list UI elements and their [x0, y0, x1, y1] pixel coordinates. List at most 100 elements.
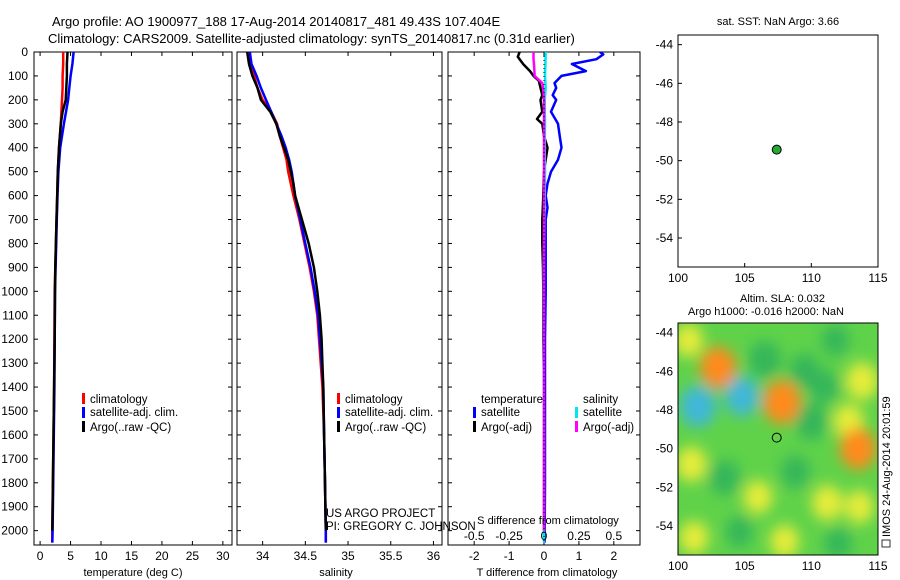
top-tick-label: 0.5 — [605, 529, 622, 543]
map-x-tick-label: 100 — [668, 271, 688, 285]
legend-swatch-climatology — [82, 393, 85, 404]
sla-anomaly — [679, 385, 717, 427]
sla-anomaly — [748, 340, 781, 379]
depth-tick-label: 1600 — [1, 428, 28, 442]
legend-swatch-climatology — [337, 393, 340, 404]
temperature-chart: 0 5 10 15 20 25 30 — [37, 52, 230, 563]
salinity-legend: climatology satellite-adj. clim. Argo(..… — [337, 393, 433, 434]
depth-tick-label: 1700 — [1, 452, 28, 466]
series-line-temperature-satellite — [543, 52, 605, 543]
sla-anomaly — [844, 489, 874, 524]
sla-map-subtitle: Argo h1000: -0.016 h2000: NaN — [688, 306, 844, 318]
legend-label-temp-satellite: satellite — [481, 407, 520, 419]
map-x-tick-label: 115 — [868, 559, 887, 573]
map-x-tick-label: 115 — [868, 271, 887, 285]
series-group — [245, 52, 328, 543]
legend-heading-temperature: temperature — [481, 394, 543, 406]
sla-field — [678, 323, 878, 555]
depth-tick-label: 600 — [8, 189, 28, 203]
sla-anomaly — [780, 455, 810, 489]
temperature-xlabel: temperature (deg C) — [83, 567, 182, 579]
series-group — [516, 52, 605, 543]
sla-anomaly — [763, 380, 801, 425]
depth-axis: 0 100 200 300 400 500 600 700 800 900 1000 1100 1200… — [1, 45, 640, 538]
legend-label-sal-argo: Argo(-adj) — [583, 422, 634, 434]
sla-anomaly — [795, 402, 828, 441]
temperature-panel-frame — [33, 51, 233, 546]
figure-subtitle: Climatology: CARS2009. Satellite-adjuste… — [48, 31, 575, 46]
depth-tick-label: 1000 — [1, 284, 28, 298]
legend-label-satellite: satellite-adj. clim. — [345, 407, 433, 419]
x-tick-label: 5 — [67, 549, 74, 563]
sla-anomaly — [821, 324, 849, 357]
map-y-tick-label: -50 — [656, 442, 674, 456]
depth-tick-label: 400 — [8, 141, 28, 155]
legend-swatch-temp-argo — [473, 421, 476, 432]
map-y-tick-label: -54 — [656, 519, 674, 533]
sla-anomaly — [770, 524, 800, 555]
depth-tick-label: 1500 — [1, 404, 28, 418]
sla-anomaly — [699, 346, 737, 389]
legend-heading-salinity: salinity — [583, 394, 618, 406]
depth-tick-label: 500 — [8, 165, 28, 179]
depth-tick-label: 0 — [21, 45, 28, 59]
depth-tick-label: 1100 — [2, 308, 28, 322]
depth-tick-label: 900 — [8, 260, 28, 274]
figure-title: Argo profile: AO 1900977_188 17-Aug-2014… — [52, 14, 500, 29]
depth-tick-label: 1900 — [1, 500, 28, 514]
sla-map-title: Altim. SLA: 0.032 — [740, 293, 825, 305]
top-tick-label: -0.25 — [495, 529, 523, 543]
sla-anomaly — [725, 516, 753, 548]
legend-swatch-argo — [82, 421, 85, 432]
map-y-tick-label: -48 — [656, 403, 674, 417]
x-tick-label: 30 — [216, 549, 230, 563]
sla-anomalies — [678, 323, 878, 555]
difference-xlabel: T difference from climatology — [477, 567, 618, 579]
series-line-salinity-argo-adj- — [532, 52, 546, 531]
x-tick-label: 35 — [341, 549, 355, 563]
sst-map-title: sat. SST: NaN Argo: 3.66 — [717, 16, 839, 28]
map-x-tick-label: 110 — [802, 559, 821, 573]
depth-tick-label: 700 — [8, 213, 28, 227]
x-tick-label: 36 — [427, 549, 441, 563]
map-y-tick-label: -46 — [656, 76, 674, 90]
map-x-tick-label: 105 — [735, 271, 755, 285]
x-tick-label: -2 — [469, 549, 480, 563]
depth-tick-label: 100 — [8, 69, 28, 83]
depth-tick-label: 200 — [8, 93, 28, 107]
series-line-argo-raw-qc- — [51, 52, 69, 531]
x-tick-label: 25 — [186, 549, 200, 563]
x-tick-label: 34.5 — [294, 549, 318, 563]
legend-swatch-argo — [337, 421, 340, 432]
top-tick-label: 0.25 — [567, 529, 591, 543]
sla-map: 100 105 110 115 -44 -46 -48 -50 -52 -54 — [656, 323, 888, 573]
sla-anomaly — [679, 520, 709, 555]
temperature-legend: climatology satellite-adj. clim. Argo(..… — [82, 393, 178, 434]
legend-label-satellite: satellite-adj. clim. — [90, 407, 178, 419]
map-y-tick-label: -46 — [656, 364, 674, 378]
timestamp-text: IMOS 24-Aug-2014 20:01:59 — [881, 396, 893, 537]
difference-xlabel-top: S difference from climatology — [477, 515, 619, 527]
legend-label-argo: Argo(..raw -QC) — [90, 422, 171, 434]
depth-tick-label: 1200 — [1, 332, 28, 346]
map-x-tick-label: 110 — [802, 271, 821, 285]
x-tick-label: -1 — [504, 549, 515, 563]
legend-label-climatology: climatology — [345, 394, 403, 406]
salinity-panel-frame — [236, 51, 443, 546]
sla-anomaly — [824, 527, 852, 555]
top-tick-label: -0.5 — [464, 529, 485, 543]
legend-swatch-sal-argo — [575, 421, 578, 432]
sla-anomaly — [810, 370, 840, 404]
series-group — [51, 52, 75, 543]
credit-pi: PI: GREGORY C. JOHNSON — [326, 521, 476, 533]
map-y-tick-label: -52 — [656, 192, 674, 206]
x-tick-label: 20 — [155, 549, 169, 563]
legend-swatch-satellite — [337, 407, 340, 418]
sla-anomaly — [678, 323, 704, 358]
argo-float-marker — [771, 432, 782, 443]
map-y-tick-label: -44 — [656, 326, 674, 340]
sla-anomaly — [743, 480, 773, 514]
depth-tick-label: 2000 — [1, 524, 28, 538]
sst-map: 100 105 110 115 -44 -46 -48 -50 -52 -54 — [656, 38, 888, 285]
